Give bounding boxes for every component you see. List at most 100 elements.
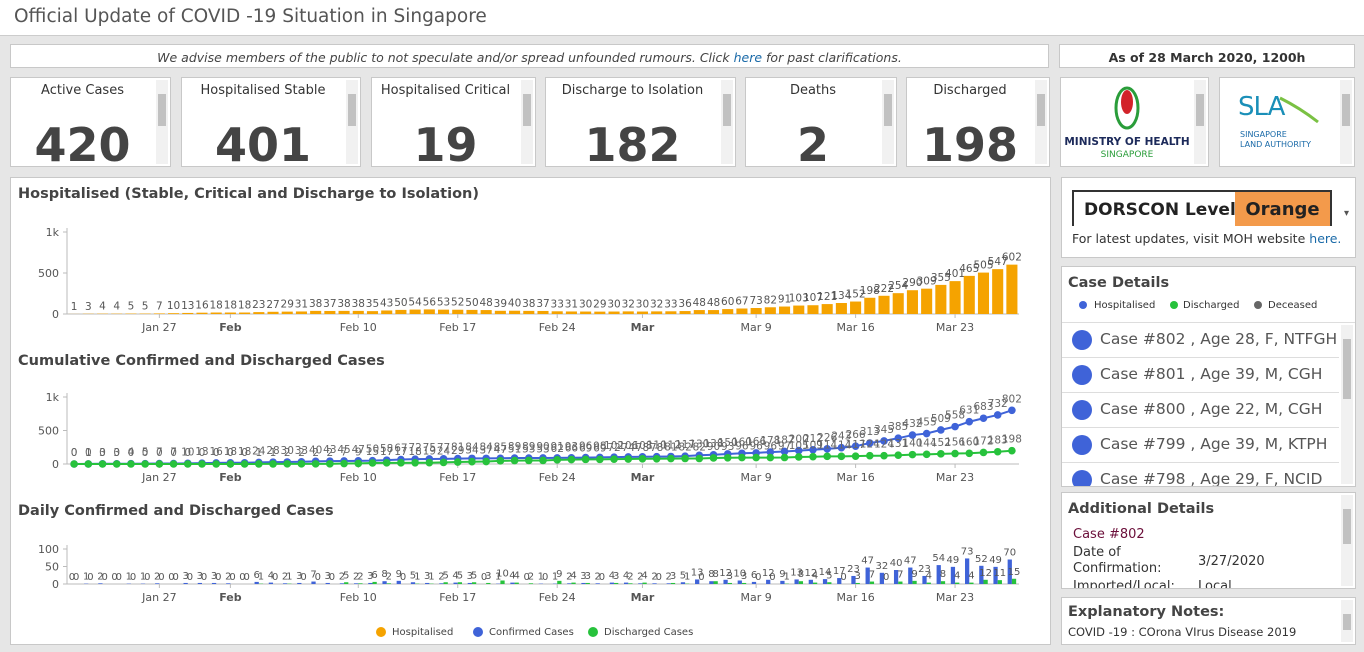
case-row[interactable]: Case #798 , Age 29, F, NCID [1062,463,1339,486]
value-label: 0 [698,572,704,583]
value-label: 81 [451,442,464,454]
bar [628,583,633,584]
scrollbar[interactable] [721,80,733,164]
bar [707,310,720,314]
value-label: 4 [812,571,818,582]
value-label: 3 [855,571,861,582]
scrollbar[interactable] [1035,80,1047,164]
value-label: 2 [298,447,305,459]
value-label: 2 [339,571,345,582]
value-label: 102 [604,440,624,452]
notice-after: for past clarifications. [766,50,902,65]
x-tick-label: Feb 17 [439,591,476,604]
point [809,445,817,454]
y-tick-label: 500 [38,267,59,280]
value-label: 0 [300,572,306,583]
bar [443,582,448,584]
value-label: 1 [126,572,132,583]
value-label: 602 [1002,252,1022,264]
value-label: 345 [874,424,894,436]
value-label: 124 [874,439,894,451]
x-tick-label: Feb 24 [539,471,576,484]
notice-link[interactable]: here [733,50,763,65]
value-label: 130 [689,438,709,450]
bar [764,307,776,314]
value-label: 74 [622,442,636,454]
value-label: 24 [252,445,266,457]
scrollbar[interactable] [882,80,894,164]
point [112,460,121,468]
notice-text: We advise members of the public to not s… [157,50,730,65]
value-label: 114 [817,439,837,451]
dorscon-level: Orange [1235,192,1330,226]
value-label: 0 [168,572,174,583]
case-row[interactable]: Case #802 , Age 28, F, NTFGH [1062,323,1339,358]
bar [1011,578,1017,584]
value-label: 96 [735,441,749,453]
scrollbar[interactable] [156,80,168,164]
value-label: 3 [585,571,591,582]
moh-link[interactable]: here. [1309,231,1342,246]
value-label: 4 [113,301,120,313]
value-label: 30 [281,445,294,457]
value-label: 8 [708,569,714,580]
bar [652,583,657,584]
bar [210,312,222,314]
value-label: 96 [764,441,778,453]
value-label: 3 [325,571,331,582]
point [866,439,874,447]
point [837,452,846,461]
value-label: 47 [904,556,917,567]
value-label: 56 [423,296,437,308]
stat-card: Deaths 2 [745,77,897,167]
bar [922,575,927,584]
point [951,422,959,431]
scrollbar[interactable] [521,80,533,164]
value-label: 51 [508,444,521,456]
moh-logo[interactable]: MINISTRY OF HEALTH SINGAPORE [1060,77,1209,167]
point [780,447,789,456]
bar [670,582,676,584]
scrollbar[interactable] [1194,80,1206,164]
stat-card: Active Cases 420 [10,77,171,167]
scrollbar[interactable] [1341,495,1353,586]
scroll-arrow[interactable]: ▾ [1343,208,1349,219]
value-label: 7 [170,447,177,459]
value-label: 84 [465,441,479,453]
bar [651,311,663,314]
value-label: 0 [144,572,150,583]
value-label: 2 [284,447,291,459]
value-label: 90 [707,441,720,453]
bar [680,582,686,584]
point [922,429,931,438]
value-label: 3 [580,571,586,582]
bar [567,583,572,584]
value-label: 152 [846,289,866,301]
case-row[interactable]: Case #801 , Age 39, M, CGH [1062,358,1339,393]
bar [851,575,856,584]
value-label: 160 [732,436,752,448]
case-row[interactable]: Case #799 , Age 39, M, KTPH [1062,428,1339,463]
value-label: 198 [860,285,880,297]
scrollbar[interactable] [1340,80,1352,164]
scrollbar[interactable] [346,80,358,164]
scrollbar[interactable] [1341,325,1353,484]
value-label: 30 [579,299,592,311]
value-label: 5 [457,570,463,581]
point [453,458,462,466]
value-label: 112 [661,439,681,451]
value-label: 43 [323,444,336,456]
bar [565,311,577,314]
bar [197,582,202,584]
value-label: 0 [755,572,761,583]
sla-logo[interactable]: SLA SINGAPORE LAND AUTHORITY [1219,77,1355,167]
value-label: 70 [1003,548,1016,559]
bar [766,579,771,584]
value-label: 183 [988,435,1008,447]
value-label: 107 [803,292,823,304]
scrollbar[interactable] [1341,600,1353,642]
legend-swatch [376,627,386,637]
bar [679,311,691,314]
case-row[interactable]: Case #800 , Age 22, M, CGH [1062,393,1339,428]
value-label: 60 [721,296,734,308]
